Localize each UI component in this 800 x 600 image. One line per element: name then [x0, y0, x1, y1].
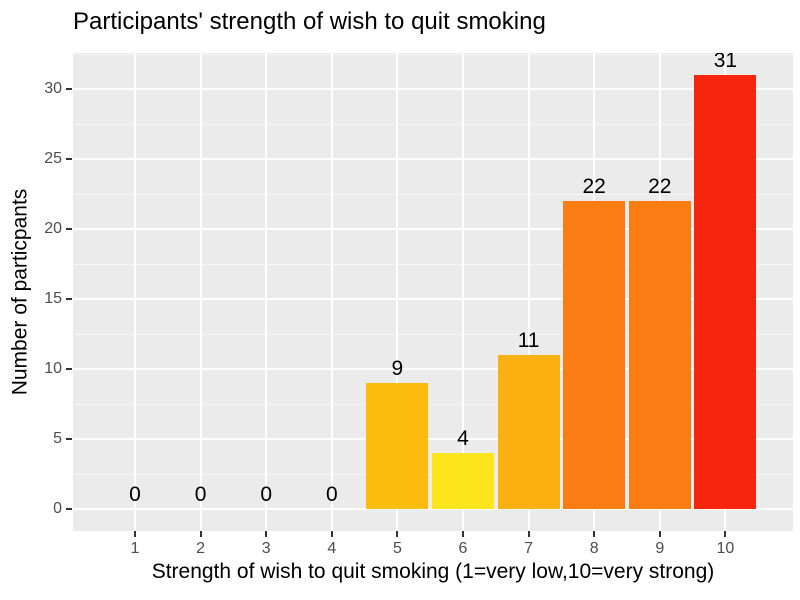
- gridline-y-minor: [73, 263, 793, 265]
- x-tick: [658, 531, 661, 537]
- y-tick-label: 15: [44, 290, 62, 308]
- gridline-x-major: [527, 53, 530, 531]
- bar-value-label: 22: [648, 175, 672, 199]
- bar: [432, 453, 494, 509]
- y-tick-label: 10: [44, 360, 62, 378]
- gridline-y-major: [73, 88, 793, 91]
- x-tick: [593, 531, 596, 537]
- y-tick-label: 5: [53, 430, 62, 448]
- y-tick: [66, 438, 72, 441]
- gridline-x-major: [330, 53, 333, 531]
- gridline-y-minor: [73, 53, 793, 55]
- y-tick-label: 0: [53, 500, 62, 517]
- x-tick: [199, 531, 202, 537]
- x-tick: [527, 531, 530, 537]
- gridline-y-major: [73, 508, 793, 510]
- x-axis-title: Strength of wish to quit smoking (1=very…: [151, 560, 715, 583]
- gridline-y-major: [73, 438, 793, 441]
- x-tick-label: 4: [327, 540, 337, 557]
- y-tick: [66, 228, 72, 231]
- bar: [694, 75, 757, 509]
- bar-value-label: 31: [713, 53, 738, 73]
- x-tick: [724, 531, 727, 537]
- bar-value-label: 0: [194, 483, 207, 506]
- y-tick: [66, 368, 72, 371]
- x-tick-label: 6: [458, 540, 468, 557]
- gridline-y-minor: [73, 123, 793, 125]
- x-tick-label: 9: [655, 540, 665, 557]
- chart-title: Participants' strength of wish to quit s…: [73, 8, 546, 35]
- x-tick-label: 3: [261, 540, 271, 557]
- x-tick: [134, 531, 136, 537]
- bar-value-label: 0: [129, 483, 141, 506]
- bar: [366, 383, 429, 509]
- bar-value-label: 22: [582, 175, 606, 199]
- panel: 0 0 0 0 9 4 11 22 22 31: [73, 53, 793, 531]
- x-tick-label: 7: [524, 540, 534, 557]
- x-tick: [396, 531, 399, 537]
- gridline-x-major: [134, 53, 136, 531]
- y-tick-label: 25: [44, 150, 62, 168]
- bar: [497, 355, 560, 509]
- x-tick-label: 1: [130, 540, 140, 557]
- gridline-y-major: [73, 368, 793, 371]
- x-tick: [265, 531, 268, 537]
- x-tick-label: 10: [716, 540, 735, 557]
- y-tick: [66, 508, 72, 510]
- y-tick-label: 30: [44, 80, 62, 98]
- bar-value-label: 0: [325, 483, 338, 506]
- bar: [563, 201, 626, 509]
- x-tick: [330, 531, 333, 537]
- y-tick-label: 20: [44, 220, 62, 238]
- bar-value-label: 9: [391, 357, 404, 381]
- gridline-y-major: [73, 158, 793, 161]
- bar-value-label: 4: [457, 427, 469, 451]
- y-tick: [66, 88, 72, 91]
- x-tick: [462, 531, 464, 537]
- x-tick-label: 5: [392, 540, 402, 557]
- bar-value-label: 11: [517, 329, 540, 353]
- gridline-x-major: [199, 53, 202, 531]
- gridline-x-major: [265, 53, 268, 531]
- gridline-y-minor: [73, 333, 793, 335]
- y-tick: [66, 298, 72, 301]
- gridline-y-minor: [73, 403, 793, 405]
- bar: [628, 201, 691, 509]
- gridline-x-major: [396, 53, 399, 531]
- gridline-y-major: [73, 298, 793, 301]
- bar-value-label: 0: [260, 483, 273, 506]
- y-tick: [66, 158, 72, 161]
- x-tick-label: 8: [589, 540, 599, 557]
- gridline-y-major: [73, 228, 793, 231]
- gridline-x-major: [462, 53, 464, 531]
- x-tick-label: 2: [196, 540, 206, 557]
- gridline-y-minor: [73, 193, 793, 195]
